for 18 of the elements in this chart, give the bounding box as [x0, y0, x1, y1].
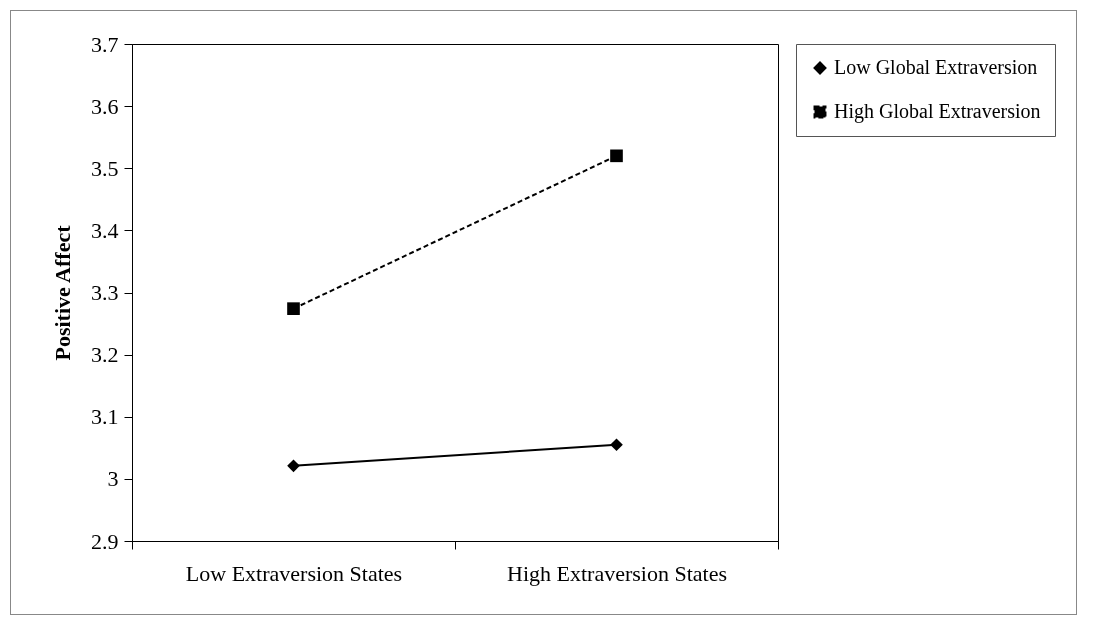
y-tick-label: 3	[107, 466, 119, 492]
y-axis-title: Positive Affect	[50, 224, 75, 361]
point	[610, 438, 623, 452]
y-tick-label: 3.3	[91, 280, 119, 305]
y-tick-label: 3.2	[91, 342, 119, 368]
y-tick-label: 3.5	[91, 155, 119, 181]
y-tick-label: 2.9	[91, 528, 119, 554]
point	[610, 149, 623, 163]
y-tick-label: 3.1	[91, 404, 119, 430]
point	[287, 302, 300, 315]
y-tick-label: 3.4	[91, 217, 119, 243]
point	[287, 459, 300, 473]
y-tick-label: 3.7	[91, 31, 119, 57]
legend-label: High Global Extraversion	[834, 100, 1041, 123]
legend-label: Low Global Extraversion	[834, 56, 1038, 78]
x-tick-label: Low Extraversion States	[185, 560, 403, 586]
y-tick-label: 3.6	[91, 93, 119, 119]
x-tick-label: High Extraversion States	[507, 560, 727, 586]
